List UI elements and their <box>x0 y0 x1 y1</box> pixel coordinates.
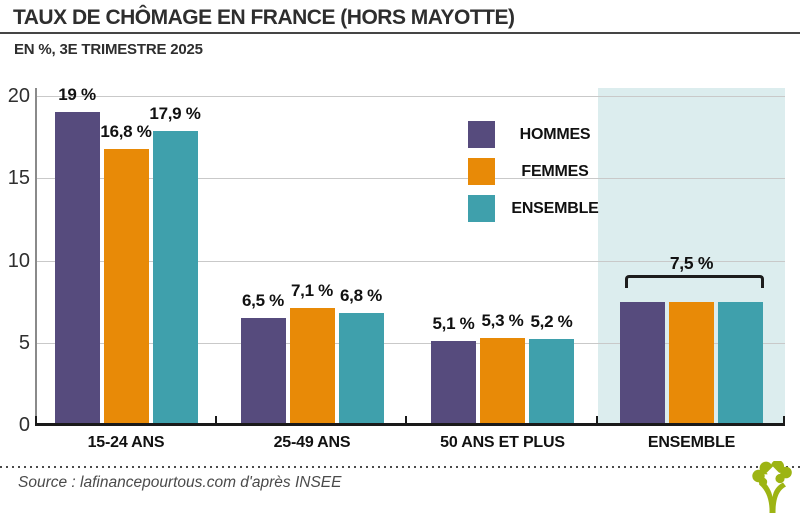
y-tick-label: 20 <box>7 85 30 107</box>
bar <box>240 318 286 425</box>
category-label: 15-24 ANS <box>87 434 165 451</box>
legend-item: FEMMES <box>468 158 615 185</box>
bar-value-label: 19 % <box>58 85 96 105</box>
bar-value-label: 6,5 % <box>242 291 284 311</box>
axis-tick <box>596 416 598 425</box>
legend-item: ENSEMBLE <box>468 195 615 222</box>
bar-value-label: 5,3 % <box>481 310 524 330</box>
category-label: 50 ANS ET PLUS <box>440 434 565 451</box>
legend-swatch <box>468 121 495 148</box>
plot-area: 19 % 16,8 % 17,9 % 6,5 % 7,1 % 6,8 % 5,1 % 5,3 … <box>35 85 785 426</box>
axis-tick <box>405 416 407 425</box>
axis-tick <box>35 416 37 425</box>
y-tick-label: 5 <box>18 331 30 354</box>
bar-value-label: 16,8 % <box>100 121 152 141</box>
y-tick-label: 10 <box>7 249 30 272</box>
y-tick-label: 0 <box>18 414 30 436</box>
y-tick-label: 15 <box>7 167 30 190</box>
tree-logo-shapes <box>752 461 792 513</box>
source-text: Source : lafinancepourtous.com d'après I… <box>18 474 342 491</box>
bar-value-label: 17,9 % <box>149 103 201 123</box>
title-rule <box>0 32 800 34</box>
legend-swatch <box>468 195 495 222</box>
x-axis: 15-24 ANS 25-49 ANS 50 ANS ET PLUS ENSEMBLE <box>35 425 785 455</box>
bracket-label: 7,5 % <box>669 252 714 273</box>
bar <box>529 339 574 425</box>
bar <box>54 112 100 425</box>
bar <box>152 130 198 425</box>
bar-value-label: 5,2 % <box>530 312 573 332</box>
bar <box>103 148 149 425</box>
category-label: ENSEMBLE <box>647 434 736 451</box>
legend-label: FEMMES <box>521 162 589 180</box>
legend-swatch <box>468 158 495 185</box>
x-axis-line <box>35 423 785 426</box>
grid-line <box>35 96 785 97</box>
dotted-divider <box>0 466 800 468</box>
bar <box>669 301 714 425</box>
legend-label: ENSEMBLE <box>511 199 599 217</box>
bar-value-label: 6,8 % <box>340 286 382 306</box>
page-title: TAUX DE CHÔMAGE EN FRANCE (HORS MAYOTTE) <box>13 6 515 29</box>
category-label: 25-49 ANS <box>273 434 351 451</box>
legend-label: HOMMES <box>519 125 591 143</box>
bar-value-label: 5,1 % <box>432 314 475 334</box>
tree-logo-icon <box>752 461 792 513</box>
grid-line <box>35 342 785 344</box>
legend-item: HOMMES <box>468 121 615 148</box>
bar-value-label: 7,1 % <box>291 281 333 301</box>
legend: HOMMES FEMMES ENSEMBLE <box>468 121 615 232</box>
axis-tick <box>215 416 217 425</box>
grid-line <box>35 178 785 180</box>
bar <box>718 301 763 425</box>
axis-tick <box>783 416 785 425</box>
bar <box>620 301 665 425</box>
grid-line <box>35 260 785 262</box>
bar <box>289 308 335 425</box>
y-axis-line <box>35 88 37 425</box>
bracket <box>625 274 764 288</box>
y-axis: 0 5 10 15 20 <box>2 85 30 436</box>
bar <box>480 337 525 425</box>
bar <box>431 341 476 425</box>
bar <box>338 313 384 425</box>
page-subtitle: EN %, 3E TRIMESTRE 2025 <box>14 41 203 58</box>
